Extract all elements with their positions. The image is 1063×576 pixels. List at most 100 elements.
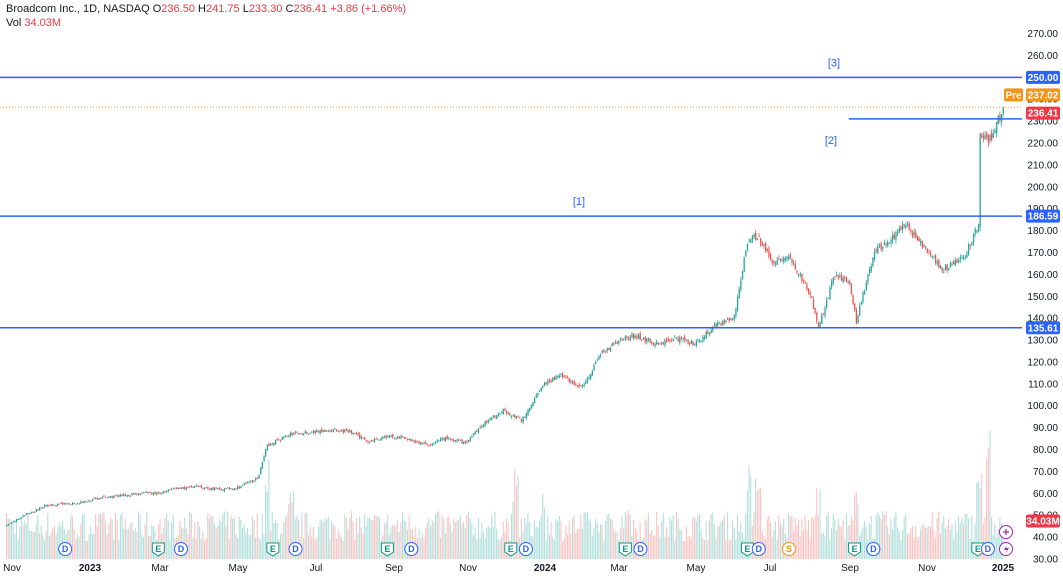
candle-body bbox=[680, 337, 683, 339]
earnings-marker[interactable]: E bbox=[618, 542, 632, 557]
volume-bar bbox=[505, 518, 508, 559]
volume-bar bbox=[659, 537, 661, 559]
volume-bar bbox=[712, 512, 714, 559]
volume-bar bbox=[141, 535, 143, 559]
candle-body bbox=[501, 412, 503, 414]
candle-body bbox=[548, 379, 551, 382]
candle-body bbox=[948, 268, 950, 270]
level-note: [2] bbox=[825, 135, 837, 147]
volume-bar bbox=[854, 494, 856, 559]
candle-body bbox=[733, 315, 735, 320]
candle-body bbox=[67, 503, 69, 504]
volume-bar bbox=[961, 517, 963, 559]
candle-body bbox=[364, 437, 366, 440]
candle-body bbox=[580, 384, 582, 387]
candle-body bbox=[93, 498, 95, 500]
candle-body bbox=[497, 414, 499, 416]
volume-bar bbox=[875, 515, 877, 559]
candle-body bbox=[428, 445, 430, 446]
candle-body bbox=[418, 440, 420, 444]
candle-body bbox=[903, 224, 905, 226]
volume-bar bbox=[989, 430, 991, 559]
volume-bar bbox=[563, 538, 565, 559]
dividend-marker[interactable]: D bbox=[173, 542, 188, 556]
candle-body bbox=[637, 335, 640, 340]
candle-body bbox=[180, 487, 183, 489]
event-letter: E bbox=[270, 544, 276, 554]
volume-bar bbox=[281, 533, 283, 559]
earnings-marker[interactable]: E bbox=[266, 542, 280, 557]
candle-body bbox=[192, 486, 194, 488]
dividend-marker[interactable]: D bbox=[980, 542, 995, 556]
volume-bar bbox=[633, 519, 635, 559]
volume-bar bbox=[289, 493, 291, 559]
volume-bar bbox=[425, 527, 427, 559]
candle-body bbox=[489, 418, 491, 421]
volume-bar bbox=[50, 532, 52, 559]
volume-bar bbox=[7, 519, 9, 559]
volume-bar bbox=[200, 538, 202, 559]
dividend-marker[interactable]: D bbox=[288, 542, 303, 556]
candle-body bbox=[736, 297, 739, 310]
volume-bar bbox=[283, 522, 285, 559]
dividend-marker[interactable]: D bbox=[518, 542, 533, 556]
event-letter: E bbox=[744, 544, 750, 554]
volume-bar bbox=[537, 527, 539, 559]
candle-body bbox=[494, 415, 496, 418]
bolt-icon bbox=[1004, 545, 1009, 554]
candle-body bbox=[85, 500, 87, 502]
candle-body bbox=[378, 439, 381, 441]
volume-bar bbox=[367, 516, 369, 559]
volume-bar bbox=[484, 538, 486, 559]
volume-bar bbox=[354, 540, 356, 559]
earnings-marker[interactable]: E bbox=[151, 542, 165, 557]
dividend-marker[interactable]: D bbox=[633, 542, 648, 556]
candle-body bbox=[134, 493, 136, 495]
volume-bar bbox=[880, 518, 882, 559]
candle-body bbox=[769, 254, 772, 260]
candle-body bbox=[42, 507, 44, 509]
volume-bar bbox=[847, 525, 849, 559]
candle-body bbox=[850, 283, 853, 294]
candle-body bbox=[540, 387, 542, 391]
volume-bar bbox=[489, 528, 491, 559]
volume-bar bbox=[835, 530, 838, 559]
candle-body bbox=[545, 383, 547, 385]
candle-body bbox=[403, 436, 405, 438]
volume-bar bbox=[166, 513, 168, 559]
split-marker[interactable]: S bbox=[781, 542, 796, 556]
candle-body bbox=[413, 440, 415, 442]
dividend-marker[interactable]: D bbox=[404, 542, 419, 556]
x-tick-label: Sep bbox=[385, 563, 403, 574]
volume-bar bbox=[915, 526, 917, 559]
volume-bar bbox=[699, 513, 701, 559]
volume-bar bbox=[849, 524, 851, 559]
volume-bar bbox=[986, 457, 988, 559]
x-tick-label: Jul bbox=[310, 563, 323, 574]
volume-bar bbox=[949, 529, 951, 559]
candle-body bbox=[138, 493, 140, 495]
dividend-marker[interactable]: D bbox=[751, 542, 766, 556]
earnings-marker[interactable]: E bbox=[971, 542, 985, 557]
candle-body bbox=[451, 439, 453, 441]
dividend-marker[interactable]: D bbox=[866, 542, 881, 556]
volume-bar bbox=[172, 514, 174, 559]
dividend-marker[interactable]: D bbox=[58, 542, 73, 556]
candle-body bbox=[147, 492, 150, 494]
volume-bar bbox=[984, 516, 986, 559]
volume-bar bbox=[730, 539, 732, 559]
earnings-marker[interactable]: E bbox=[380, 542, 394, 557]
volume-bar bbox=[494, 511, 496, 559]
earnings-marker[interactable]: E bbox=[740, 542, 754, 557]
volume-bar bbox=[431, 520, 433, 559]
earnings-marker[interactable]: E bbox=[504, 542, 518, 557]
candle-body bbox=[778, 258, 780, 260]
candle-body bbox=[636, 335, 638, 338]
x-tick-label: Nov bbox=[3, 563, 21, 574]
candle-body bbox=[174, 488, 176, 490]
earnings-marker[interactable]: E bbox=[847, 542, 861, 557]
volume-bar bbox=[291, 501, 293, 559]
candle-body bbox=[901, 224, 904, 230]
volume-bar bbox=[776, 539, 778, 559]
